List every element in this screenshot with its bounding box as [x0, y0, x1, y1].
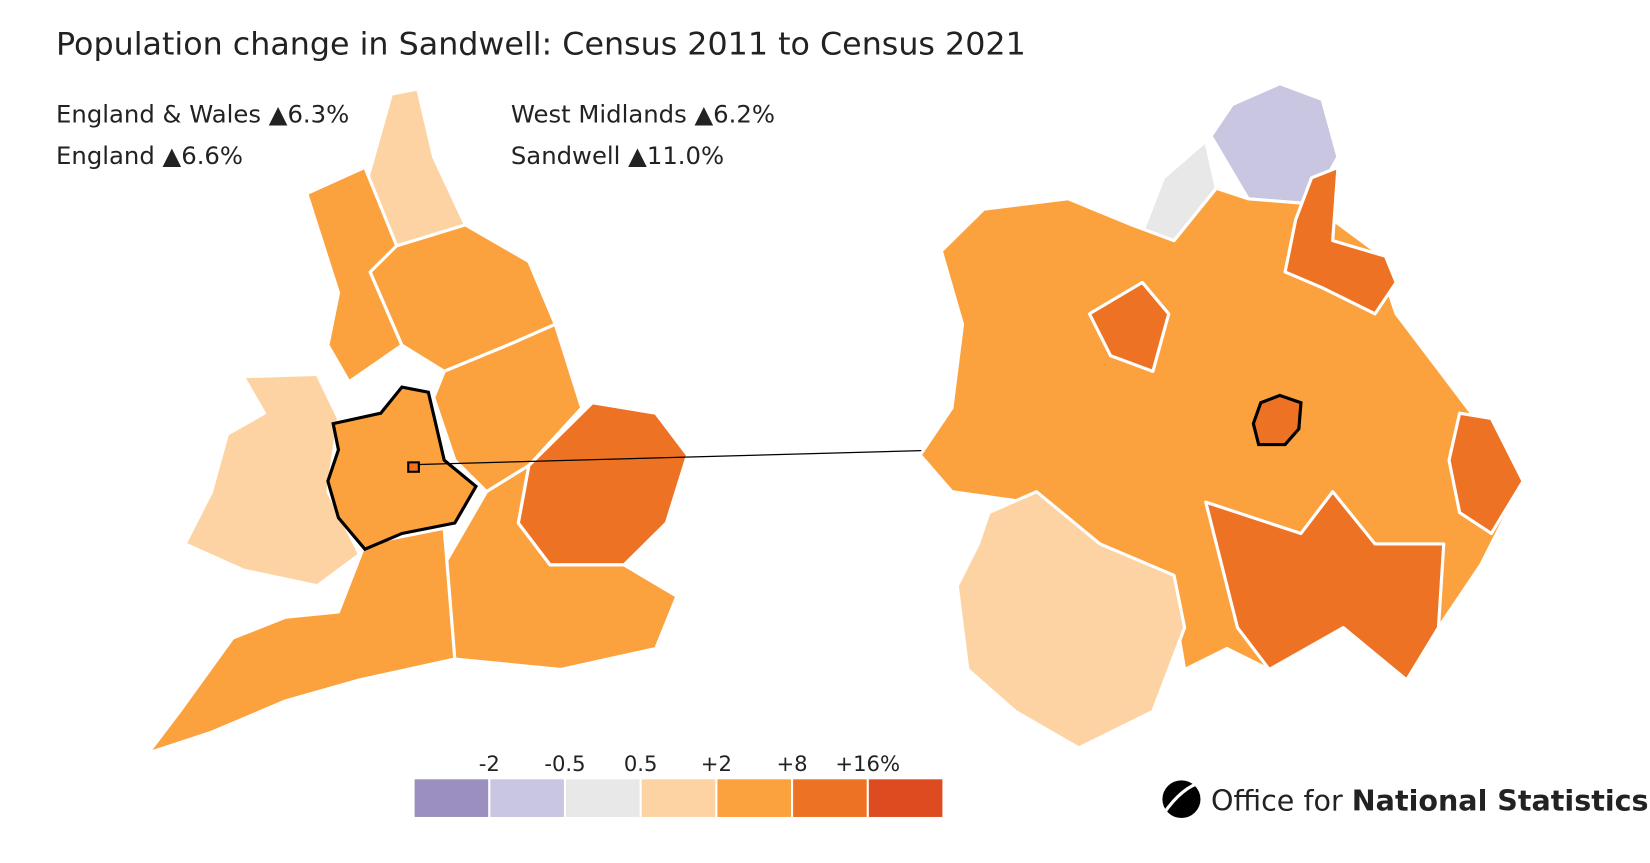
logo-office: Office for [1211, 785, 1343, 818]
logo-swoosh [1162, 780, 1202, 815]
south-west [146, 526, 457, 755]
sandwell-small [407, 461, 420, 473]
legend-swatch [566, 779, 640, 817]
wales [183, 372, 362, 588]
legend-swatch [641, 779, 716, 817]
west-midlands-outline [326, 385, 478, 552]
ons-logo: Office for National Statistics [1162, 780, 1649, 819]
legend-label: +16% [835, 751, 900, 776]
district [1087, 280, 1171, 373]
england-wales-map [146, 87, 690, 755]
legend-label: 0.5 [624, 751, 658, 776]
legend-label: +2 [701, 751, 732, 776]
legend-label: -2 [479, 751, 500, 776]
stat: England ▲6.6% [56, 142, 243, 170]
logo-mark [1162, 780, 1201, 819]
logo-ons: National Statistics [1352, 785, 1649, 818]
legend-swatch [868, 779, 943, 817]
stat: England & Wales ▲6.3% [56, 101, 349, 129]
stat: West Midlands ▲6.2% [511, 101, 775, 129]
legend-swatch [490, 779, 564, 817]
legend-label: +8 [776, 751, 807, 776]
legend-label: -0.5 [544, 751, 585, 776]
district [1447, 411, 1525, 536]
district [1204, 490, 1446, 682]
district [1283, 165, 1398, 316]
title: Population change in Sandwell: Census 20… [56, 27, 1026, 63]
stat: Sandwell ▲11.0% [511, 142, 724, 170]
legend-swatch [717, 779, 792, 817]
legend-swatch [414, 779, 489, 817]
district [955, 490, 1187, 750]
sandwell-outline [1251, 393, 1303, 447]
legend: -2 -0.5 0.5 +2 +8 +16% [414, 751, 943, 817]
legend-swatch [793, 779, 867, 817]
west-midlands-map [918, 82, 1525, 750]
logo-text: Office for National Statistics [1211, 785, 1648, 818]
